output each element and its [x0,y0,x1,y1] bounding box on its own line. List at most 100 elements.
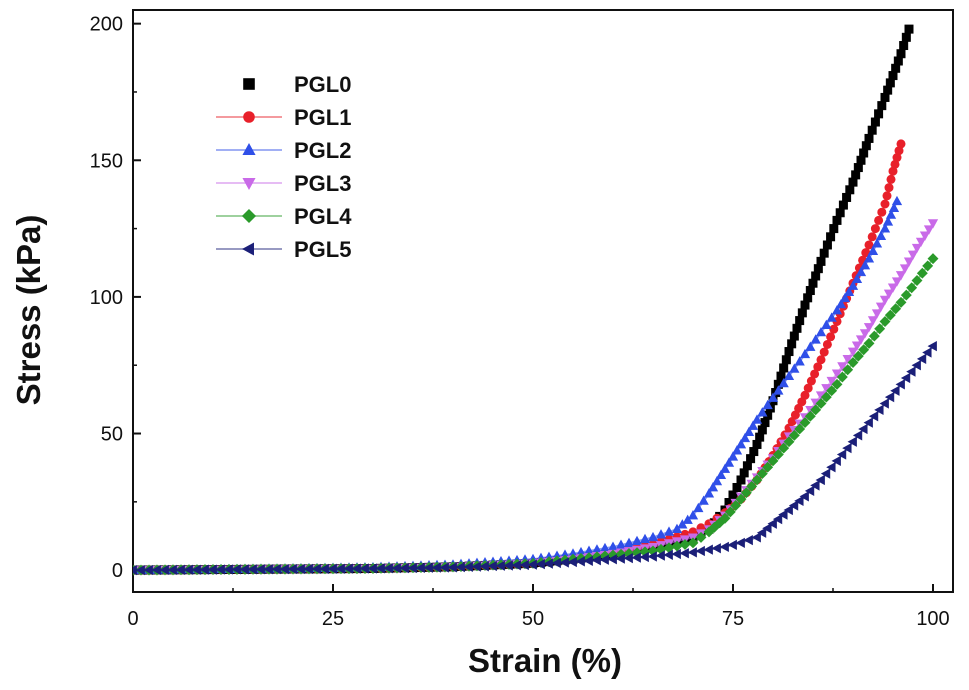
data-point [783,370,795,381]
data-point [735,493,747,505]
data-point [792,323,802,333]
data-point [767,518,777,529]
data-point [843,286,855,296]
data-point [868,411,879,422]
data-point [794,495,804,507]
data-point [836,449,847,460]
data-point [838,200,848,210]
data-point [799,417,811,429]
data-point [855,266,867,277]
data-point [911,243,923,254]
data-point [826,385,838,397]
data-point [822,240,832,250]
data-point [899,264,911,274]
data-point [815,474,825,486]
data-point [757,407,768,417]
data-point [896,49,906,59]
data-point [687,547,697,558]
data-point [904,24,914,34]
data-point [901,32,911,42]
data-point [883,289,895,299]
data-point [772,449,784,460]
data-point [756,468,768,480]
data-point [858,344,870,356]
data-point [687,537,699,549]
data-point [877,207,887,217]
data-point [789,331,799,341]
data-point [886,174,896,184]
data-point [631,535,643,546]
data-point [922,260,934,272]
data-point [751,414,763,424]
data-point [880,199,890,209]
data-point [715,469,727,480]
data-point [779,363,789,373]
data-point [923,225,935,235]
data-point [867,125,877,135]
legend-label: PGL4 [294,204,352,229]
data-point [895,271,907,281]
data-point [781,355,791,365]
data-point [832,215,842,225]
data-point [804,485,815,497]
legend-item-pgl3: PGL3 [216,171,351,196]
data-point [682,514,693,524]
data-point [751,474,763,486]
data-point [772,514,783,525]
data-point [687,510,699,520]
legend-item-pgl0: PGL0 [243,72,351,97]
data-point [778,442,790,454]
data-point [831,369,843,379]
data-point [847,436,857,447]
data-point [884,183,894,193]
data-point [867,316,879,326]
data-point [799,348,811,359]
data-point [794,356,805,366]
data-point [836,371,848,383]
data-point [743,426,755,437]
data-point [922,347,932,358]
data-point [835,298,847,309]
data-point [623,537,635,547]
data-point [762,461,774,473]
data-point [762,523,772,534]
data-point [703,544,713,555]
data-point [871,238,883,248]
data-point [859,260,871,270]
data-point [727,539,737,550]
legend-item-pgl5: PGL5 [216,237,351,262]
data-point [711,543,721,554]
x-axis-title: Strain (%) [468,642,622,679]
data-point [864,240,874,250]
data-point [842,354,853,365]
data-point [896,139,906,149]
series-pgl4 [133,253,939,576]
data-point [783,504,793,516]
data-point [911,275,923,286]
data-point [783,436,795,448]
y-axis-ticks: 0 50 100 150 200 [90,14,141,582]
data-point [927,219,939,229]
data-point [707,482,719,492]
data-point [655,550,665,561]
data-point [831,378,843,390]
data-point [739,432,751,443]
data-point [927,253,939,265]
data-point [810,334,821,344]
data-point [891,195,903,206]
data-point [788,429,800,441]
legend-marker [242,143,256,155]
data-point [915,237,927,248]
data-point [826,232,836,242]
data-point [815,398,827,409]
data-point [819,248,829,258]
data-point [879,316,891,327]
data-point [789,363,800,373]
data-point [855,335,867,345]
data-point [903,257,915,267]
data-point [767,392,779,402]
data-point [735,438,747,449]
data-point [655,529,667,539]
y-tick-label: 50 [101,424,123,446]
data-point [740,487,752,499]
